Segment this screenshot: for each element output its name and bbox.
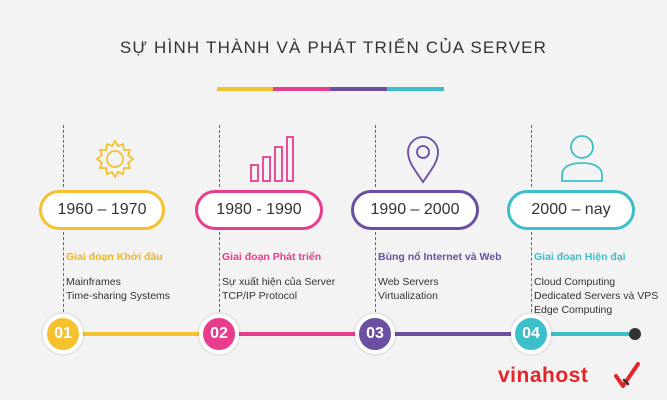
- dashed-guide-1-top: [63, 125, 64, 187]
- list-item: Virtualization: [378, 290, 438, 302]
- stage-items-3: Web Servers Virtualization: [378, 275, 439, 303]
- stage-number-2: 02: [199, 314, 239, 354]
- period-pill-2: 1980 - 1990: [195, 190, 323, 230]
- user-icon: [561, 135, 603, 182]
- logo-check-icon: [614, 362, 640, 388]
- dashed-guide-3-top: [375, 125, 376, 187]
- phase-title-1: Giai đoạn Khởi đầu: [66, 251, 163, 263]
- title-colorbar-pink: [273, 87, 330, 91]
- page-title: SỰ HÌNH THÀNH VÀ PHÁT TRIỂN CỦA SERVER: [119, 38, 548, 57]
- stage-number-4: 04: [511, 314, 551, 354]
- phase-title-2: Giai đoạn Phát triển: [222, 251, 322, 263]
- location-pin-icon: [407, 136, 439, 184]
- brand-logo-text: vinahost: [498, 364, 589, 387]
- dashed-guide-3-bottom: [375, 232, 376, 312]
- timeline-segment-4: [548, 332, 633, 336]
- list-item: Cloud Computing: [534, 276, 616, 288]
- list-item: Mainframes: [66, 276, 121, 288]
- stage-items-4: Cloud Computing Dedicated Servers và VPS…: [534, 275, 658, 317]
- timeline-segment-1: [80, 332, 205, 336]
- period-label-3: 1990 – 2000: [370, 201, 460, 218]
- list-item: Dedicated Servers và VPS: [534, 290, 659, 302]
- list-item: TCP/IP Protocol: [222, 290, 298, 302]
- stage-number-1: 01: [43, 314, 83, 354]
- bar-chart-icon: [250, 136, 294, 182]
- list-item: Sự xuất hiện của Server: [222, 276, 336, 288]
- stage-items-1: Mainframes Time-sharing Systems: [66, 275, 170, 303]
- timeline-end-dot: [629, 328, 641, 340]
- phase-title-3: Bùng nổ Internet và Web: [378, 251, 502, 263]
- title-colorbar-yellow: [217, 87, 273, 91]
- period-pill-4: 2000 – nay: [507, 190, 635, 230]
- dashed-guide-2-top: [219, 125, 220, 187]
- gear-icon: [95, 139, 135, 179]
- dashed-guide-4-top: [531, 125, 532, 187]
- period-label-1: 1960 – 1970: [57, 201, 147, 218]
- list-item: Edge Computing: [534, 304, 613, 316]
- title-colorbar-purple: [330, 87, 387, 91]
- list-item: Time-sharing Systems: [66, 290, 171, 302]
- dashed-guide-4-bottom: [531, 232, 532, 312]
- period-pill-3: 1990 – 2000: [351, 190, 479, 230]
- phase-title-4: Giai đoạn Hiện đại: [534, 251, 626, 263]
- dashed-guide-2-bottom: [219, 232, 220, 312]
- stage-number-3: 03: [355, 314, 395, 354]
- title-colorbar-teal: [387, 87, 444, 91]
- list-item: Web Servers: [378, 276, 439, 288]
- timeline-segment-2: [236, 332, 361, 336]
- period-pill-1: 1960 – 1970: [39, 190, 165, 230]
- stage-items-2: Sự xuất hiện của Server TCP/IP Protocol: [222, 275, 335, 303]
- period-label-2: 1980 - 1990: [216, 201, 302, 218]
- period-label-4: 2000 – nay: [531, 201, 611, 218]
- dashed-guide-1-bottom: [63, 232, 64, 312]
- timeline-segment-3: [392, 332, 517, 336]
